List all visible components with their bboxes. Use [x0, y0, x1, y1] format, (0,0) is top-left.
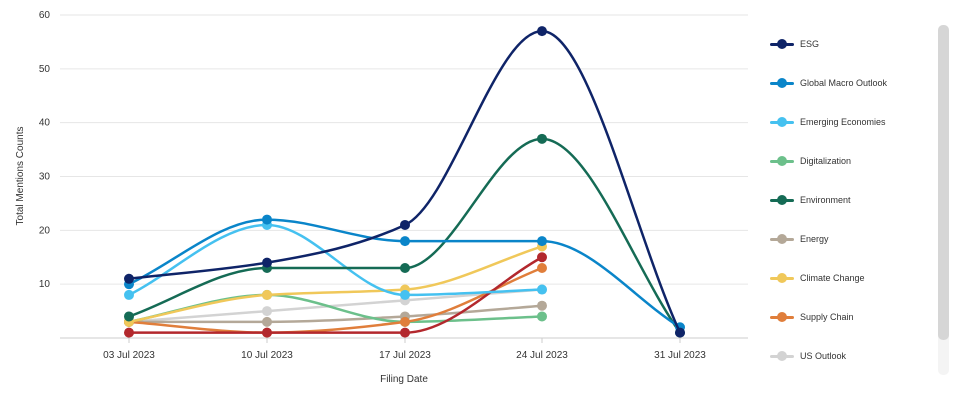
legend-label: Supply Chain: [800, 312, 854, 322]
data-point[interactable]: [262, 289, 272, 300]
legend-swatch: [770, 232, 794, 246]
legend-item[interactable]: Environment: [770, 191, 851, 209]
x-axis-title: Filing Date: [380, 374, 428, 385]
data-point[interactable]: [537, 252, 547, 263]
y-tick-label: 20: [39, 225, 51, 236]
data-point[interactable]: [537, 263, 547, 274]
legend-item[interactable]: Digitalization: [770, 152, 851, 170]
legend-swatch-dot: [777, 195, 787, 205]
grid-lines: [60, 14, 748, 339]
data-point[interactable]: [400, 327, 410, 338]
legend-label: ESG: [800, 39, 820, 49]
data-point[interactable]: [537, 26, 547, 37]
data-point[interactable]: [400, 289, 410, 300]
legend-swatch-dot: [777, 351, 787, 361]
legend-scrollbar-thumb[interactable]: [938, 25, 949, 340]
data-point[interactable]: [400, 219, 410, 230]
series-esg: [124, 26, 685, 338]
legend-label: Environment: [800, 195, 851, 205]
data-point[interactable]: [675, 327, 685, 338]
legend-swatch: [770, 76, 794, 90]
legend-swatch-dot: [777, 39, 787, 49]
legend-swatch: [770, 349, 794, 363]
legend-label: Digitalization: [800, 156, 852, 166]
data-point[interactable]: [124, 327, 134, 338]
series-line: [127, 266, 544, 334]
legend-swatch-dot: [777, 78, 787, 88]
data-point[interactable]: [262, 306, 272, 317]
legend-swatch-dot: [777, 234, 787, 244]
y-tick-label: 60: [39, 10, 51, 21]
legend-label: Global Macro Outlook: [800, 78, 888, 88]
x-axis-ticks: 03 Jul 2023 10 Jul 2023 17 Jul 2023 24 Jul …: [103, 338, 706, 361]
y-tick-label: 50: [39, 64, 51, 75]
legend-item[interactable]: Global Macro Outlook: [770, 74, 887, 92]
y-axis-ticks: 10 20 30 40 50 60: [39, 10, 51, 290]
series-line: [127, 137, 682, 334]
legend-item[interactable]: Emerging Economies: [770, 113, 886, 131]
legend-label: Climate Change: [800, 273, 865, 283]
y-tick-label: 40: [39, 118, 51, 129]
series-line: [127, 304, 544, 324]
legend-item[interactable]: ESG: [770, 35, 819, 53]
legend-swatch-dot: [777, 156, 787, 166]
legend-swatch-dot: [777, 273, 787, 283]
legend-scrollbar[interactable]: [938, 25, 949, 375]
data-point[interactable]: [124, 289, 134, 300]
legend-label: Energy: [800, 234, 829, 244]
x-tick-label: 03 Jul 2023: [103, 350, 155, 361]
data-point[interactable]: [124, 311, 134, 322]
legend-swatch: [770, 271, 794, 285]
data-point[interactable]: [262, 257, 272, 268]
legend-label: US Outlook: [800, 351, 847, 361]
series-line: [127, 29, 682, 334]
series-line: [127, 218, 682, 329]
x-tick-label: 17 Jul 2023: [379, 350, 431, 361]
data-point[interactable]: [537, 284, 547, 295]
legend-item[interactable]: US Outlook: [770, 347, 846, 365]
legend-swatch: [770, 193, 794, 207]
legend-item[interactable]: Climate Change: [770, 269, 865, 287]
data-point[interactable]: [400, 316, 410, 327]
x-tick-label: 31 Jul 2023: [654, 350, 706, 361]
legend-item[interactable]: Energy: [770, 230, 829, 248]
series-supply-chain: [124, 263, 547, 338]
x-tick-label: 24 Jul 2023: [516, 350, 568, 361]
legend-item[interactable]: Supply Chain: [770, 308, 854, 326]
y-tick-label: 10: [39, 279, 51, 290]
legend-swatch: [770, 154, 794, 168]
legend: ESG Global Macro Outlook Emerging Economie…: [770, 25, 940, 375]
legend-label: Emerging Economies: [800, 117, 886, 127]
series-unlabeled: [124, 252, 547, 338]
series-line: [127, 245, 544, 324]
legend-swatch-dot: [777, 117, 787, 127]
legend-swatch: [770, 115, 794, 129]
series-line: [127, 256, 544, 334]
data-point[interactable]: [262, 327, 272, 338]
data-point[interactable]: [537, 133, 547, 144]
series-group: [124, 26, 685, 338]
legend-swatch: [770, 310, 794, 324]
y-tick-label: 30: [39, 172, 51, 183]
data-point[interactable]: [537, 300, 547, 311]
legend-swatch-dot: [777, 312, 787, 322]
data-point[interactable]: [262, 214, 272, 225]
data-point[interactable]: [400, 236, 410, 247]
x-tick-label: 10 Jul 2023: [241, 350, 293, 361]
legend-swatch: [770, 37, 794, 51]
series-line: [127, 288, 544, 324]
line-chart: 10 20 30 40 50 60 03 Jul 2023 10 Jul 2023 17 Ju…: [15, 10, 748, 385]
data-point[interactable]: [400, 263, 410, 274]
data-point[interactable]: [537, 311, 547, 322]
data-point[interactable]: [537, 236, 547, 247]
data-point[interactable]: [124, 273, 134, 284]
series-emerging-economies: [124, 219, 547, 300]
y-axis-title: Total Mentions Counts: [15, 127, 26, 226]
series-line: [127, 223, 544, 297]
data-point[interactable]: [262, 316, 272, 327]
series-environment: [124, 133, 685, 338]
